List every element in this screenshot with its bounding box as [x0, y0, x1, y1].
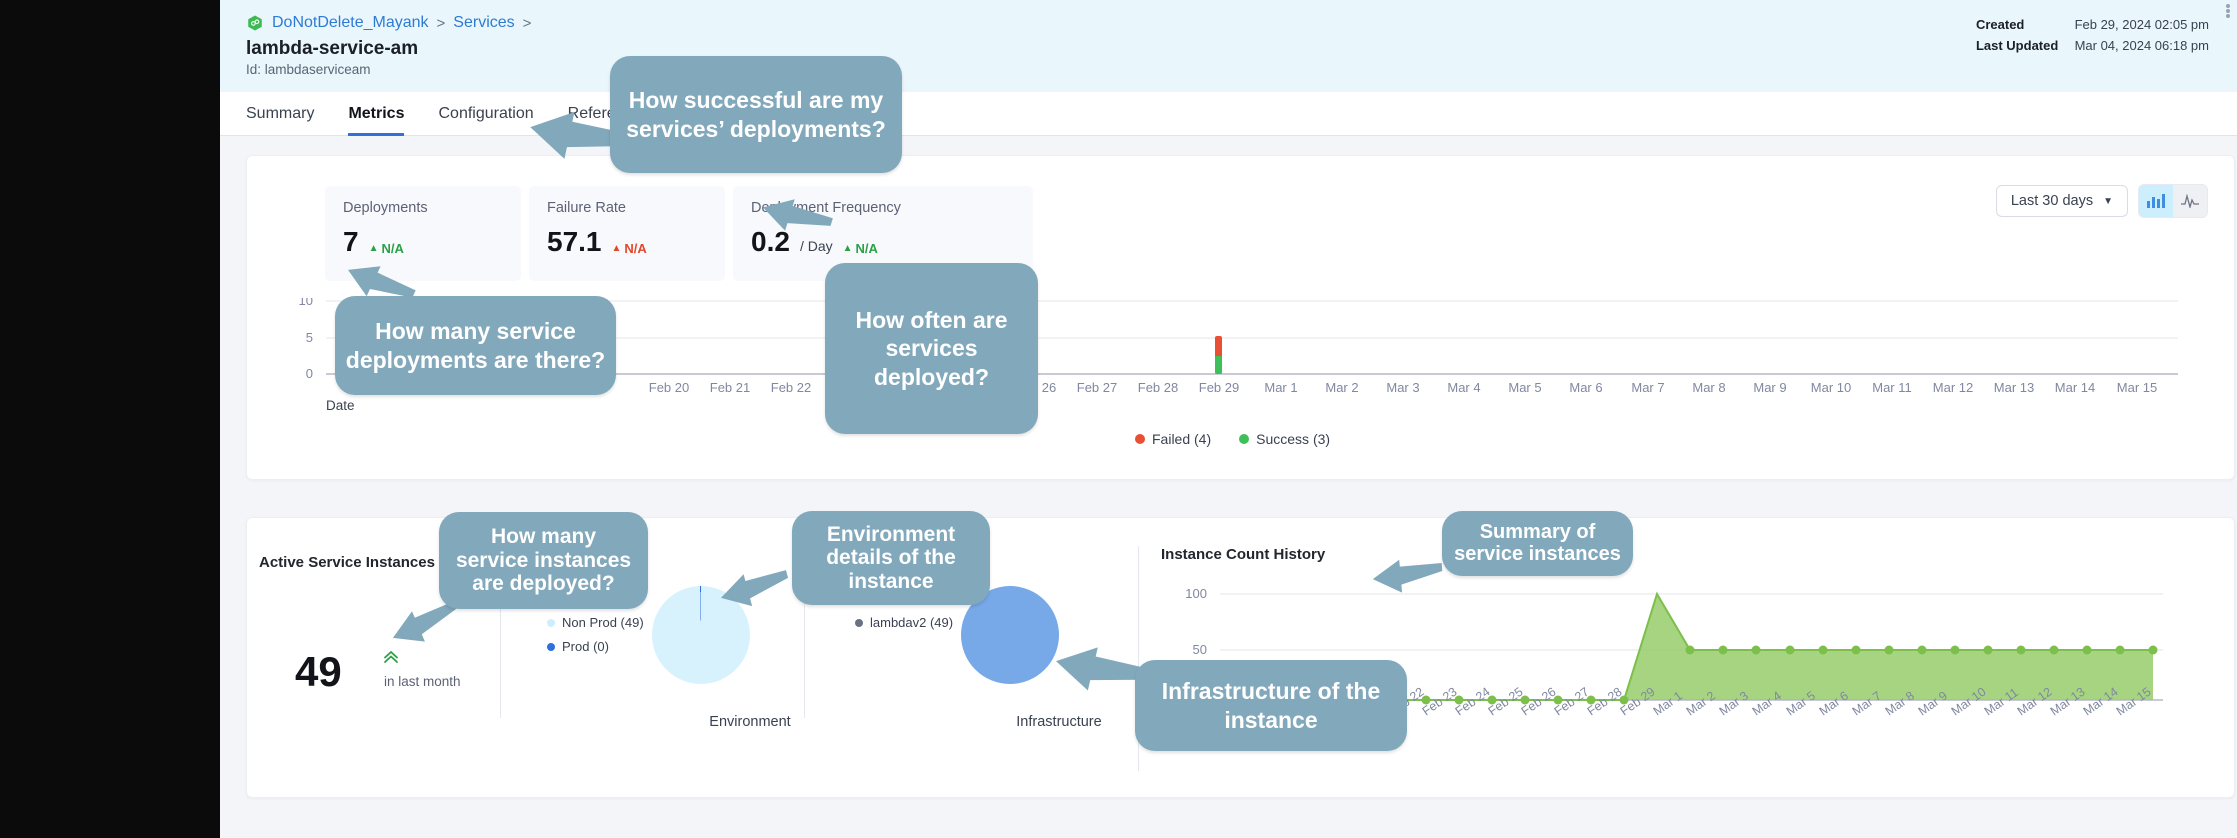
svg-text:Mar 8: Mar 8 [1692, 380, 1725, 395]
svg-text:Feb 21: Feb 21 [710, 380, 750, 395]
svg-text:Mar 7: Mar 7 [1631, 380, 1664, 395]
svg-text:100: 100 [1185, 586, 1207, 601]
svg-text:Mar 9: Mar 9 [1753, 380, 1786, 395]
svg-text:Mar 3: Mar 3 [1386, 380, 1419, 395]
svg-text:Mar 11: Mar 11 [1872, 380, 1912, 395]
svg-text:10: 10 [299, 298, 313, 308]
svg-text:Mar 5: Mar 5 [1508, 380, 1541, 395]
svg-text:5: 5 [306, 330, 313, 345]
svg-text:Feb 28: Feb 28 [1138, 380, 1178, 395]
svg-text:Feb 22: Feb 22 [771, 380, 811, 395]
svg-text:Mar 1: Mar 1 [1264, 380, 1297, 395]
svg-text:Mar 2: Mar 2 [1325, 380, 1358, 395]
svg-text:Date: Date [326, 398, 355, 413]
svg-text:Mar 4: Mar 4 [1447, 380, 1480, 395]
svg-text:Mar 13: Mar 13 [1994, 380, 2034, 395]
svg-text:Mar 15: Mar 15 [2117, 380, 2157, 395]
svg-text:Feb 20: Feb 20 [649, 380, 689, 395]
svg-text:Mar 10: Mar 10 [1811, 380, 1851, 395]
svg-text:Mar 12: Mar 12 [1933, 380, 1973, 395]
svg-text:Mar 14: Mar 14 [2055, 380, 2095, 395]
svg-text:50: 50 [1193, 642, 1207, 657]
svg-text:0: 0 [306, 366, 313, 381]
svg-text:Mar 6: Mar 6 [1569, 380, 1602, 395]
svg-text:Feb 27: Feb 27 [1077, 380, 1117, 395]
svg-text:Feb 29: Feb 29 [1199, 380, 1239, 395]
